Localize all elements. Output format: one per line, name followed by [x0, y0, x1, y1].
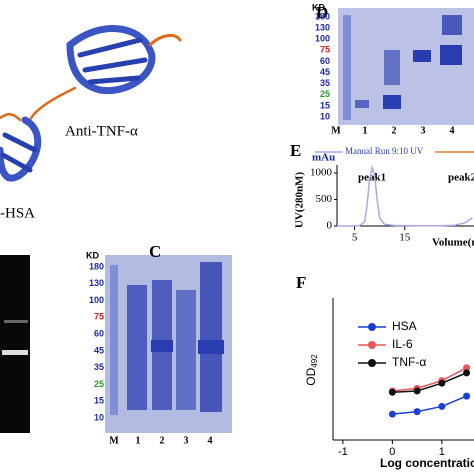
lane-label: 1	[363, 125, 368, 136]
lane-label: 4	[450, 125, 455, 136]
marker-label: 15	[320, 100, 330, 110]
x-axis-label: Volume(ml)	[432, 237, 474, 249]
structure-label: Anti-TNF-α	[65, 123, 138, 139]
marker-label: 25	[320, 89, 330, 99]
lane-label: 1	[136, 435, 141, 446]
x-tick-label: 5	[352, 232, 358, 244]
gel-band	[4, 320, 28, 323]
marker-label: 100	[89, 295, 104, 305]
y-axis-label-sub: 492	[310, 354, 319, 368]
y-unit: mAu	[312, 152, 335, 164]
y-axis-label: OD	[304, 367, 318, 385]
lane-label: M	[109, 435, 119, 446]
gel-image	[0, 255, 30, 433]
panel-label: E	[290, 141, 301, 160]
legend-marker	[368, 341, 376, 349]
x-tick-label: 1	[439, 446, 445, 458]
annotation: peak2	[448, 172, 474, 184]
marker-label: 10	[94, 412, 104, 422]
line	[392, 372, 467, 393]
line	[392, 395, 467, 415]
legend-label: IL-6	[392, 337, 413, 351]
point	[413, 408, 421, 416]
lane-label: 2	[160, 435, 165, 446]
annotation: peak1	[358, 172, 386, 184]
marker-label: 45	[94, 345, 104, 355]
marker-label: 35	[320, 78, 330, 88]
y-axis-label: UV(280nM)	[294, 172, 306, 229]
marker-label: 45	[320, 67, 330, 77]
marker-label: 10	[320, 111, 330, 121]
lane-label: 4	[208, 435, 213, 446]
point	[413, 387, 421, 395]
legend-label: HSA	[392, 319, 417, 333]
marker-label: 75	[320, 45, 330, 55]
marker-label: 75	[94, 312, 104, 322]
point	[463, 364, 471, 372]
marker-label: 180	[315, 11, 330, 21]
y-tick-label: 500	[316, 193, 333, 205]
gel-band	[2, 350, 28, 355]
y-axis-label: OD492	[304, 354, 319, 386]
legend-label: TNF-α	[392, 355, 426, 369]
point	[438, 402, 446, 410]
panel-label: C	[149, 242, 161, 261]
lane-label: 3	[421, 125, 426, 136]
x-tick-label: 15	[399, 232, 411, 244]
marker-label: 60	[94, 328, 104, 338]
point	[463, 369, 471, 377]
panel-label: D	[316, 3, 328, 22]
gel-bands	[110, 262, 224, 415]
lane-label: 3	[184, 435, 189, 446]
x-tick-label: -1	[338, 446, 348, 458]
marker-label: 180	[89, 261, 104, 271]
kd-label: KD	[312, 2, 325, 12]
point	[438, 379, 446, 387]
x-tick-label: 0	[389, 446, 395, 458]
marker-label: 130	[315, 22, 330, 32]
marker-label: 130	[89, 278, 104, 288]
protein-structure	[0, 25, 182, 182]
lane-label: 2	[392, 125, 397, 136]
marker-label: 25	[94, 379, 104, 389]
gel-bands	[343, 15, 462, 120]
kd-label: KD	[86, 250, 99, 260]
marker-label: 35	[94, 362, 104, 372]
legend-marker	[368, 323, 376, 331]
point	[388, 410, 396, 418]
line	[337, 164, 473, 227]
legend-label: Manual Run 9:10 UV	[345, 146, 424, 156]
point	[388, 388, 396, 396]
legend-marker	[368, 359, 376, 367]
y-tick-label: 1000	[310, 166, 333, 178]
marker-label: 100	[315, 34, 330, 44]
y-tick-label: 0	[327, 220, 333, 232]
x-axis-label: Log concentration	[380, 456, 474, 470]
marker-label: 60	[320, 56, 330, 66]
point	[463, 392, 471, 400]
panel-label: F	[296, 273, 306, 292]
structure-label: -HSA	[0, 205, 35, 221]
lane-label: M	[331, 125, 341, 136]
marker-label: 15	[94, 396, 104, 406]
line	[392, 367, 467, 392]
